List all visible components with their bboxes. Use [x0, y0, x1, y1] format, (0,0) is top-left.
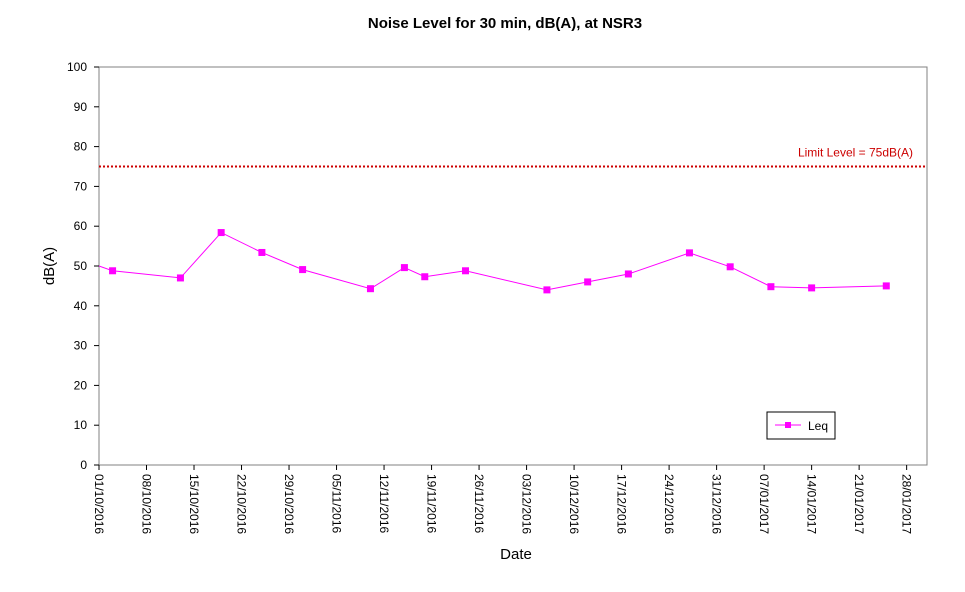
x-tick-label: 24/12/2016 [662, 474, 676, 534]
x-tick-label: 22/10/2016 [235, 474, 249, 534]
y-tick-label: 0 [80, 458, 87, 472]
leq-point [543, 286, 551, 294]
y-tick-label: 60 [74, 219, 88, 233]
y-tick-label: 50 [74, 259, 88, 273]
y-tick-label: 100 [67, 60, 87, 74]
x-tick-label: 19/11/2016 [425, 474, 439, 533]
y-tick-label: 20 [74, 378, 88, 392]
x-axis: 01/10/2016 08/10/2016 15/10/2016 22/10/2016… [92, 465, 914, 534]
leq-point [624, 270, 632, 278]
leq-point [217, 229, 225, 237]
leq-point [461, 267, 469, 275]
x-tick-label: 17/12/2016 [615, 474, 629, 534]
legend-label: Leq [808, 419, 828, 433]
y-tick-label: 90 [74, 100, 88, 114]
leq-series [98, 229, 890, 294]
leq-point [109, 267, 117, 275]
legend: Leq [766, 411, 836, 440]
leq-line [98, 231, 887, 291]
x-tick-label: 28/01/2017 [900, 474, 914, 534]
leq-point [882, 282, 890, 290]
x-tick-label: 21/01/2017 [852, 474, 866, 534]
leq-point [808, 284, 816, 292]
x-tick-label: 29/10/2016 [282, 474, 296, 534]
y-tick-label: 30 [74, 339, 88, 353]
legend-marker [785, 422, 791, 428]
x-tick-label: 31/12/2016 [710, 474, 724, 534]
leq-point [258, 248, 266, 256]
x-tick-label: 07/01/2017 [757, 474, 771, 534]
chart-title: Noise Level for 30 min, dB(A), at NSR3 [368, 15, 642, 32]
x-tick-label: 03/12/2016 [520, 474, 534, 534]
y-axis-label: dB(A) [41, 247, 58, 285]
leq-point [584, 278, 592, 286]
leq-point [176, 274, 184, 282]
x-tick-label: 05/11/2016 [330, 474, 344, 533]
limit-label: Limit Level = 75dB(A) [798, 146, 913, 160]
x-tick-label: 12/11/2016 [377, 474, 391, 533]
y-tick-label: 10 [74, 418, 88, 432]
x-tick-label: 10/12/2016 [567, 474, 581, 534]
plot-area [98, 66, 928, 466]
y-tick-label: 70 [74, 179, 88, 193]
leq-point [767, 283, 775, 291]
x-tick-label: 26/11/2016 [472, 474, 486, 533]
leq-point [726, 263, 734, 271]
y-axis: 0 10 20 30 40 50 60 70 80 90 100 [67, 60, 99, 472]
x-tick-label: 01/10/2016 [92, 474, 106, 534]
leq-point [685, 249, 693, 257]
y-tick-label: 80 [74, 140, 88, 154]
limit-line-group: Limit Level = 75dB(A) [99, 146, 927, 168]
leq-point [299, 266, 307, 274]
x-tick-label: 08/10/2016 [140, 474, 154, 534]
leq-point [400, 264, 408, 272]
y-tick-label: 40 [74, 299, 88, 313]
x-axis-label: Date [500, 546, 532, 563]
x-tick-label: 15/10/2016 [187, 474, 201, 534]
leq-point [366, 285, 374, 293]
x-tick-label: 14/01/2017 [805, 474, 819, 534]
leq-point [421, 273, 429, 281]
